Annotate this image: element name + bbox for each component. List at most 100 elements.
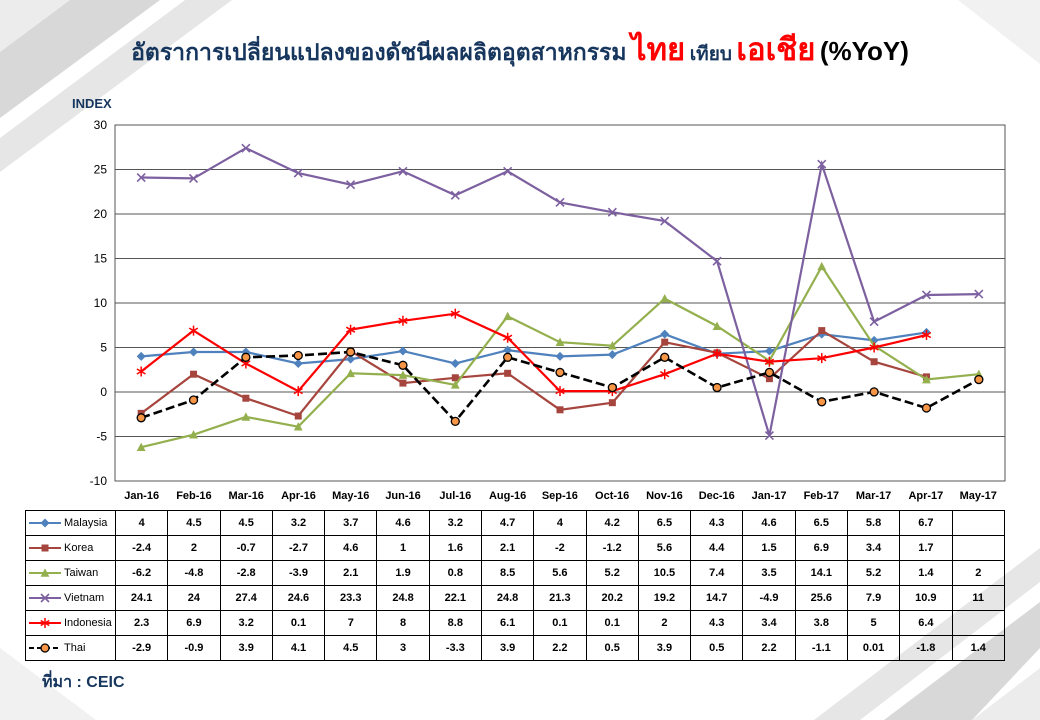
x-marker-icon	[293, 168, 303, 178]
month-label: Oct-16	[595, 489, 630, 502]
table-cell: 7	[324, 609, 378, 636]
plot-border	[114, 124, 1006, 482]
triangle-marker-icon	[241, 412, 251, 421]
legend-label: Thai	[64, 641, 86, 654]
asterisk-marker-icon	[555, 386, 565, 397]
square-marker-icon	[451, 374, 459, 382]
table-cell: -2.7	[271, 534, 326, 561]
circle-marker-icon	[660, 352, 670, 362]
triangle-marker-icon	[555, 337, 565, 346]
title-middle: เทียบ	[689, 44, 732, 65]
table-cell: 24	[167, 584, 221, 611]
legend-key-icon	[29, 518, 61, 527]
table-cell: 3.8	[794, 609, 848, 636]
x-marker-icon	[607, 207, 617, 217]
triangle-marker-icon	[398, 370, 408, 379]
table-cell: -0.9	[167, 634, 221, 661]
y-tick-label: 10	[94, 296, 108, 310]
table-cell: 2	[637, 609, 692, 636]
table-cell: 4	[533, 509, 587, 536]
y-tick-label: 5	[100, 341, 107, 355]
square-marker-icon	[41, 544, 49, 551]
triangle-marker-icon	[817, 261, 827, 271]
table-cell: 6.4	[899, 609, 953, 636]
table-cell: 1.4	[899, 559, 953, 586]
diamond-marker-icon	[764, 346, 774, 356]
table-cell: 4.5	[324, 634, 378, 661]
triangle-marker-icon	[503, 311, 513, 321]
legend-label: Indonesia	[64, 616, 112, 629]
diamond-marker-icon	[555, 351, 565, 361]
table-cell: 2.2	[533, 634, 587, 661]
table-cell: 4.4	[690, 534, 744, 561]
table-cell: 5.6	[533, 559, 587, 586]
y-tick-label: -5	[96, 430, 107, 444]
asterisk-marker-icon	[869, 342, 879, 353]
month-header-row: Jan-16 Feb-16 Mar-16 Apr-16 May-16 Jun-16 Jul-…	[26, 482, 1005, 510]
y-tick-label: 0	[100, 385, 107, 399]
month-label: Feb-16	[176, 489, 212, 502]
month-label: Apr-17	[908, 489, 944, 502]
table-cell: -2.8	[219, 559, 273, 586]
table-cell: 4	[114, 509, 169, 536]
y-tick-label: -10	[90, 474, 108, 486]
month-label: Apr-16	[281, 489, 316, 502]
table-cell: 4.3	[690, 609, 744, 636]
table-cell: 0.5	[690, 634, 744, 661]
table-cell: 1.6	[428, 534, 482, 561]
legend-item-taiwan: Taiwan	[25, 559, 116, 586]
table-cell: 5.8	[846, 509, 901, 536]
table-cell: 24.1	[114, 584, 169, 611]
table-cell: 7.4	[690, 559, 744, 586]
asterisk-marker-icon	[817, 353, 827, 364]
circle-marker-icon	[345, 347, 356, 357]
diamond-marker-icon	[660, 329, 670, 339]
table-cell: 3.9	[637, 634, 692, 661]
legend-item-indonesia: Indonesia	[25, 609, 116, 636]
asterisk-marker-icon	[136, 366, 146, 377]
table-row-vietnam: Vietnam 24.1 24 27.4 24.6 23.3 24.8 22.1 24.8 21.…	[25, 584, 1005, 611]
table-cell: 4.5	[219, 509, 273, 536]
x-marker-icon	[974, 289, 984, 299]
table-cell: 6.5	[637, 509, 692, 536]
table-cell: -6.2	[114, 559, 169, 586]
y-tick-label: 20	[94, 207, 108, 221]
circle-marker-icon	[188, 395, 199, 405]
table-cell: -3.3	[428, 634, 482, 661]
triangle-marker-icon	[660, 293, 670, 303]
square-marker-icon	[870, 358, 878, 366]
table-cell: -2.4	[114, 534, 169, 561]
table-cell: -3.9	[271, 559, 326, 586]
table-cell: 1	[376, 534, 430, 561]
gridlines	[115, 124, 1005, 482]
x-marker-icon	[450, 190, 460, 200]
month-label: Sep-16	[541, 489, 578, 502]
triangle-marker-icon	[712, 321, 722, 330]
table-cell: 22.1	[428, 584, 482, 611]
title-prefix: อัตราการเปลี่ยนแปลงของดัชนีผลผลิตอุตสาหก…	[131, 39, 627, 65]
series-thai	[136, 347, 984, 427]
table-cell: 4.6	[376, 509, 430, 536]
square-marker-icon	[190, 370, 198, 378]
table-cell: -1.2	[585, 534, 639, 561]
square-marker-icon	[294, 412, 302, 420]
asterisk-marker-icon	[345, 324, 356, 335]
table-cell	[951, 534, 1005, 561]
table-cell: 8.8	[428, 609, 482, 636]
series-line	[141, 331, 927, 365]
legend-column-header	[26, 482, 116, 510]
table-cell: 21.3	[533, 584, 587, 611]
table-cell: 6.9	[794, 534, 848, 561]
table-cell: 0.1	[533, 609, 587, 636]
table-cell: -1.1	[794, 634, 848, 661]
triangle-marker-icon	[607, 341, 617, 350]
asterisk-marker-icon	[921, 330, 932, 341]
asterisk-marker-icon	[40, 617, 50, 628]
table-cell: 2	[167, 534, 221, 561]
series-vietnam	[136, 143, 984, 441]
table-cell: 3.4	[742, 609, 796, 636]
table-cell: 2.2	[742, 634, 796, 661]
month-label: Feb-17	[803, 489, 840, 502]
source-label: ที่มา : CEIC	[42, 674, 125, 691]
x-marker-icon	[921, 290, 932, 300]
